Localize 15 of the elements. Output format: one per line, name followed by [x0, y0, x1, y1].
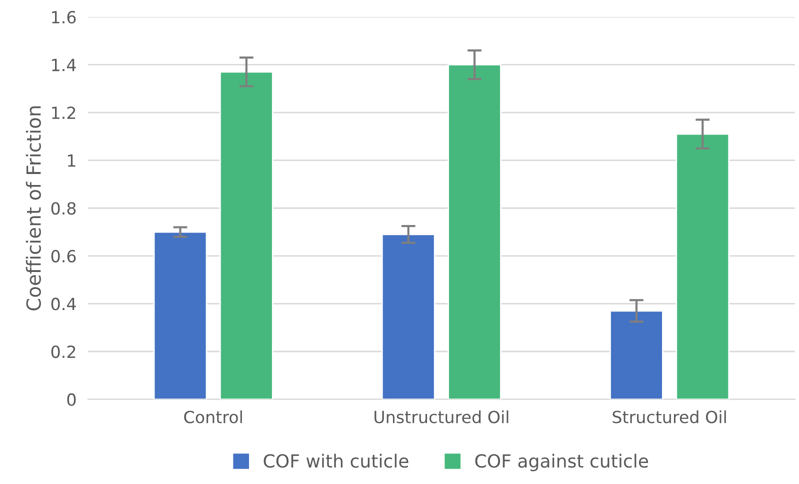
- legend-label: COF with cuticle: [264, 454, 408, 468]
- y-tick-label: 0: [67, 393, 76, 406]
- y-axis-title: Coefficient of Friction: [26, 106, 41, 310]
- legend-label: COF against cuticle: [475, 454, 648, 472]
- y-tick-label: 1.2: [52, 106, 76, 119]
- y-tick-label: 0.2: [51, 345, 76, 358]
- y-tick-label: 1.6: [52, 10, 76, 24]
- y-tick-label: 1.4: [52, 58, 76, 72]
- y-tick-label: 1: [68, 154, 76, 167]
- x-tick-label: Unstructured Oil: [374, 410, 508, 424]
- y-tick-label: 0.4: [51, 298, 76, 310]
- x-tick-label: Control: [184, 410, 242, 424]
- x-tick-label: Structured Oil: [612, 410, 726, 424]
- y-tick-label: 0.8: [51, 202, 76, 215]
- y-tick-label: 0.6: [51, 250, 76, 262]
